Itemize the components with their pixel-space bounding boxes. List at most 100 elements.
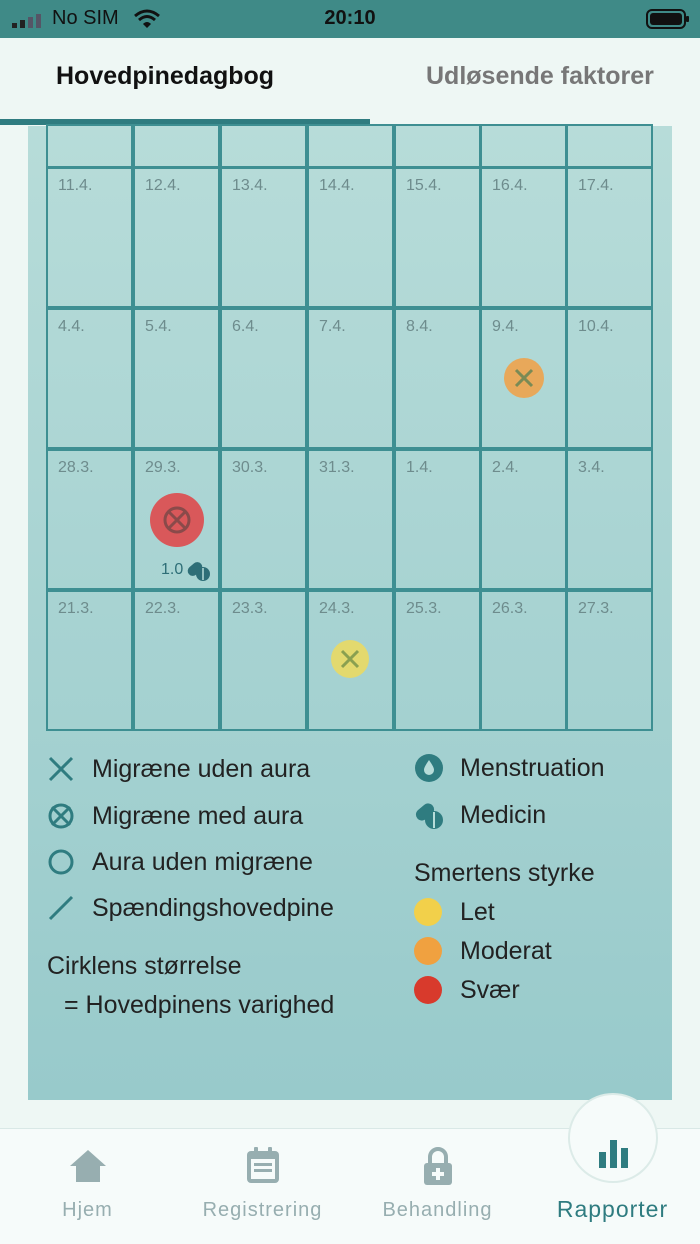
calendar-cell[interactable]: 4.4. [46, 308, 133, 449]
x-icon [48, 756, 74, 782]
date-label: 7.4. [319, 318, 346, 335]
calendar-cell[interactable]: 12.4. [133, 167, 220, 308]
calendar-cell[interactable]: 7.4. [307, 308, 394, 449]
legend-label: Migræne uden aura [92, 755, 311, 783]
migraine-without-aura-mild-marker[interactable] [331, 640, 369, 678]
circle-icon [48, 849, 74, 875]
status-bar: No SIM 20:10 [0, 0, 700, 38]
date-label: 14.4. [319, 177, 355, 194]
calendar-cell[interactable]: 28.3. [46, 449, 133, 590]
calendar-cell[interactable] [133, 124, 220, 168]
date-label: 10.4. [578, 318, 614, 335]
calendar-cell[interactable]: 13.4. [220, 167, 307, 308]
date-label: 16.4. [492, 177, 528, 194]
calendar-cell[interactable]: 14.4. [307, 167, 394, 308]
carrier-label: No SIM [52, 7, 119, 29]
calendar-cell[interactable]: 30.3. [220, 449, 307, 590]
calendar-cell[interactable]: 2.4. [480, 449, 567, 590]
date-label: 2.4. [492, 459, 519, 476]
nav-registrering[interactable]: Registrering [175, 1139, 350, 1239]
calendar-cell[interactable] [394, 124, 481, 168]
nav-home[interactable]: Hjem [0, 1139, 175, 1239]
nav-label: Rapporter [556, 1196, 669, 1222]
calendar-cell[interactable]: 15.4. [394, 167, 481, 308]
date-label: 1.4. [406, 459, 433, 476]
date-label: 11.4. [58, 177, 93, 194]
calendar-cell[interactable]: 1.4. [394, 449, 481, 590]
calendar-cell[interactable]: 16.4. [480, 167, 567, 308]
date-label: 9.4. [492, 318, 519, 335]
battery-icon [646, 9, 689, 29]
date-label: 22.3. [145, 600, 181, 617]
calendar-cell[interactable]: 11.4. [46, 167, 133, 308]
moderate-color-dot [414, 937, 442, 965]
calendar-cell[interactable]: 5.4. [133, 308, 220, 449]
date-label: 13.4. [232, 177, 268, 194]
lock-icon [424, 1147, 452, 1185]
legend-label: Migræne med aura [92, 802, 304, 830]
legend-label: Let [460, 898, 495, 926]
drop-icon [415, 754, 443, 782]
slash-icon [48, 895, 74, 921]
circle-size-title: Cirklens størrelse [47, 952, 242, 980]
legend-label: Menstruation [460, 754, 605, 782]
calendar-cell[interactable] [480, 124, 567, 168]
date-label: 31.3. [319, 459, 355, 476]
date-label: 29.3. [145, 459, 181, 476]
date-label: 15.4. [406, 177, 442, 194]
calendar-cell[interactable]: 6.4. [220, 308, 307, 449]
calendar-cell[interactable]: 27.3. [566, 590, 653, 731]
calendar-cell[interactable]: 26.3. [480, 590, 567, 731]
clock: 20:10 [324, 7, 376, 29]
date-label: 3.4. [578, 459, 605, 476]
date-label: 17.4. [578, 177, 614, 194]
calendar-cell[interactable] [307, 124, 394, 168]
pills-icon [187, 562, 210, 581]
legend-label: Spændingshovedpine [92, 894, 334, 922]
calendar-panel: 11.4. 12.4. 13.4. 14.4. 15.4. 16.4. 17.4… [28, 124, 672, 1100]
date-label: 5.4. [145, 318, 172, 335]
date-label: 4.4. [58, 318, 85, 335]
wifi-icon [134, 9, 160, 28]
calendar-cell[interactable] [220, 124, 307, 168]
calendar-cell[interactable]: 24.3. [307, 590, 394, 731]
calendar-cell[interactable]: 3.4. [566, 449, 653, 590]
calendar-cell[interactable]: 29.3. 1.0 [133, 449, 220, 590]
calendar-cell[interactable] [46, 124, 133, 168]
date-label: 8.4. [406, 318, 433, 335]
calendar-cell[interactable]: 22.3. [133, 590, 220, 731]
calendar-cell[interactable]: 8.4. [394, 308, 481, 449]
legend-label: Svær [460, 976, 520, 1004]
nav-behandling[interactable]: Behandling [350, 1139, 525, 1239]
date-label: 23.3. [232, 600, 268, 617]
severe-color-dot [414, 976, 442, 1004]
calendar-cell[interactable]: 31.3. [307, 449, 394, 590]
calendar-cell[interactable] [566, 124, 653, 168]
calendar-cell[interactable]: 10.4. [566, 308, 653, 449]
medicine-dose: 1.0 [161, 561, 184, 578]
date-label: 30.3. [232, 459, 268, 476]
tab-hovedpinedagbog[interactable]: Hovedpinedagbog [56, 62, 275, 90]
pills-icon [415, 803, 443, 829]
nav-label: Behandling [382, 1199, 493, 1221]
nav-rapporter[interactable]: Rapporter [525, 1128, 700, 1238]
nav-label: Hjem [62, 1199, 113, 1221]
legend-label: Medicin [460, 801, 547, 829]
date-label: 6.4. [232, 318, 259, 335]
calendar-cell[interactable]: 17.4. [566, 167, 653, 308]
date-label: 25.3. [406, 600, 442, 617]
calendar-cell[interactable]: 21.3. [46, 590, 133, 731]
legend-label: Aura uden migræne [92, 848, 313, 876]
calendar-cell[interactable]: 25.3. [394, 590, 481, 731]
calendar-cell[interactable]: 23.3. [220, 590, 307, 731]
date-label: 26.3. [492, 600, 528, 617]
migraine-with-aura-severe-marker[interactable] [150, 493, 204, 547]
migraine-without-aura-moderate-marker[interactable] [504, 358, 544, 398]
legend-label: Moderat [460, 937, 552, 965]
home-icon [70, 1150, 106, 1182]
severity-title: Smertens styrke [414, 859, 595, 887]
calendar-icon [247, 1147, 279, 1183]
tab-udloesende-faktorer[interactable]: Udløsende faktorer [426, 62, 654, 90]
calendar-cell[interactable]: 9.4. [480, 308, 567, 449]
mild-color-dot [414, 898, 442, 926]
